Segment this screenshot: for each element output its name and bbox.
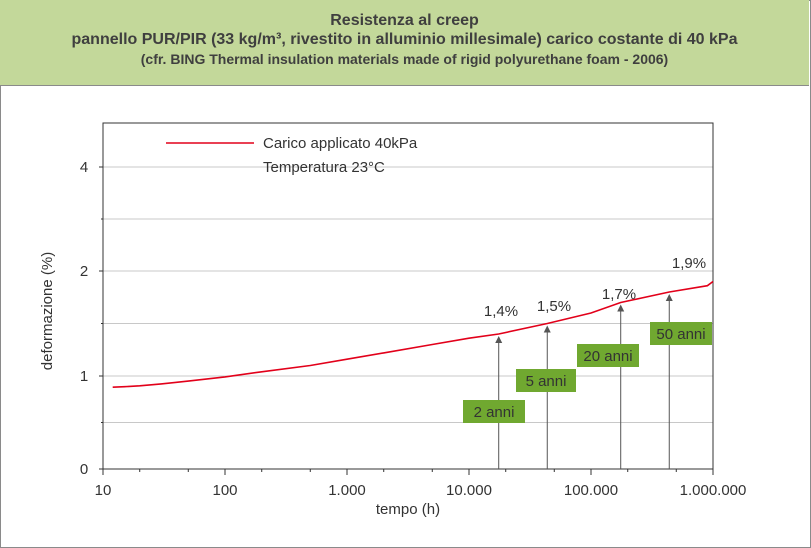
annotation-value-label: 1,7% (602, 286, 636, 303)
annotation-value-label: 1,4% (484, 303, 518, 320)
annotation-period-label: 20 anni (583, 348, 632, 365)
annotation-box (463, 400, 525, 423)
x-tick-label: 10.000 (446, 482, 492, 499)
y-tick-label: 4 (80, 159, 88, 176)
creep-line (112, 280, 714, 388)
legend-entry: Carico applicato 40kPa (263, 135, 418, 152)
annotation-value-label: 1,9% (672, 255, 706, 272)
x-tick-label: 1.000 (328, 482, 366, 499)
x-tick-label: 100 (212, 482, 237, 499)
annotation-box (516, 369, 576, 392)
chart-source: (cfr. BING Thermal insulation materials … (140, 51, 669, 67)
x-tick-label: 1.000.000 (680, 482, 747, 499)
legend-entry: Temperatura 23°C (263, 159, 385, 176)
y-tick-label: 2 (80, 263, 88, 280)
annotation-period-label: 2 anni (474, 404, 515, 421)
annotation-arrowhead (617, 304, 625, 312)
chart-title: Resistenza al creep (330, 12, 479, 29)
x-tick-label: 10 (95, 482, 112, 499)
annotation-period-label: 5 anni (526, 373, 567, 390)
x-axis-label: tempo (h) (376, 501, 440, 518)
y-axis-label: deformazione (%) (39, 252, 56, 370)
annotation-box (650, 322, 712, 345)
chart-subtitle: pannello PUR/PIR (33 kg/m³, rivestito in… (71, 31, 738, 48)
annotation-arrowhead (495, 336, 503, 343)
annotation-box (577, 344, 639, 367)
annotation-arrowhead (543, 325, 551, 333)
x-tick-label: 100.000 (564, 482, 618, 499)
annotation-value-label: 1,5% (537, 298, 571, 315)
y-tick-label: 1 (80, 368, 88, 385)
chart-header: Resistenza al creep pannello PUR/PIR (33… (0, 0, 809, 86)
annotation-arrowhead (665, 294, 673, 301)
y-tick-label: 0 (80, 461, 88, 478)
plot-area (102, 122, 714, 470)
annotation-period-label: 50 anni (656, 326, 705, 343)
